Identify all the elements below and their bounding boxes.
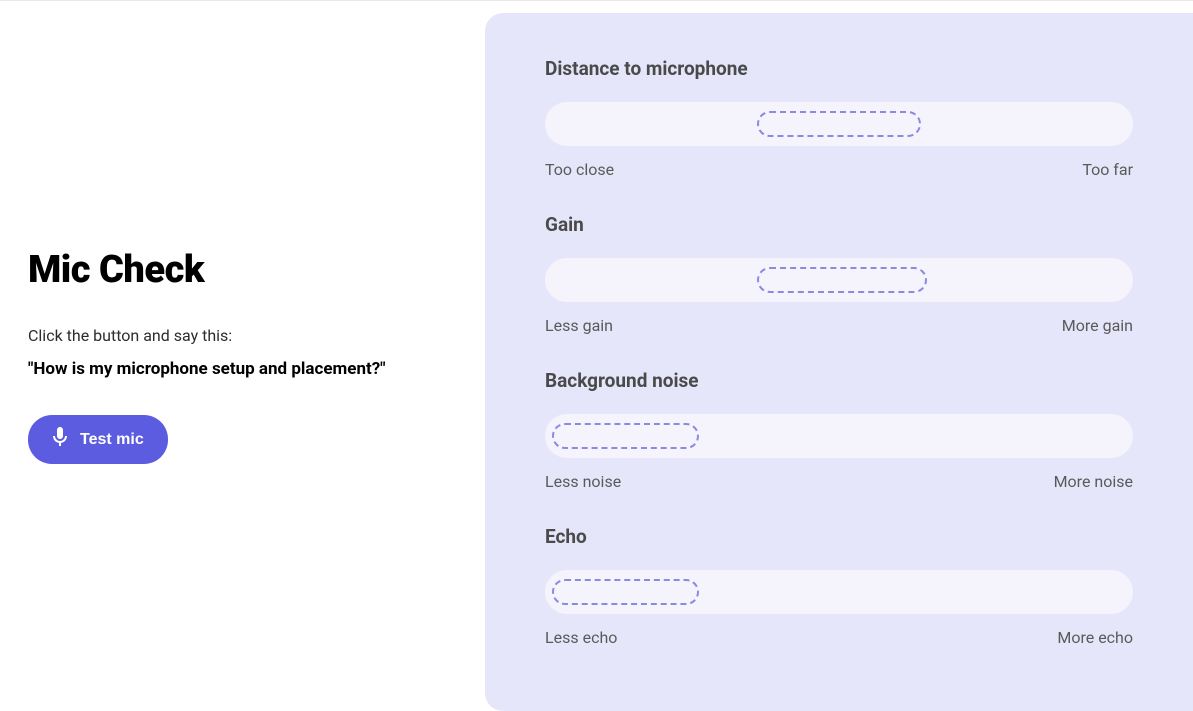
metric-bar (545, 258, 1133, 302)
metric-right-label: More gain (1062, 316, 1133, 335)
instruction-text: Click the button and say this: (28, 326, 457, 345)
metric-labels: Too close Too far (545, 160, 1133, 179)
metric-target-zone (757, 111, 922, 137)
metric-background-noise: Background noise Less noise More noise (545, 369, 1133, 491)
metric-left-label: Less gain (545, 316, 613, 335)
metrics-panel: Distance to microphone Too close Too far… (485, 13, 1193, 711)
metric-gain: Gain Less gain More gain (545, 213, 1133, 335)
metric-distance: Distance to microphone Too close Too far (545, 57, 1133, 179)
metric-right-label: More echo (1057, 628, 1133, 647)
metric-labels: Less gain More gain (545, 316, 1133, 335)
metric-target-zone (552, 579, 699, 605)
metric-right-label: More noise (1054, 472, 1133, 491)
microphone-icon (52, 427, 68, 452)
metric-target-zone (552, 423, 699, 449)
test-mic-button[interactable]: Test mic (28, 415, 168, 464)
metric-echo: Echo Less echo More echo (545, 525, 1133, 647)
metric-title: Background noise (545, 369, 1133, 392)
metric-title: Distance to microphone (545, 57, 1133, 80)
metric-bar (545, 414, 1133, 458)
metric-labels: Less echo More echo (545, 628, 1133, 647)
metric-bar (545, 102, 1133, 146)
metric-right-label: Too far (1082, 160, 1133, 179)
metric-left-label: Too close (545, 160, 614, 179)
test-mic-button-label: Test mic (80, 431, 144, 449)
left-panel: Mic Check Click the button and say this:… (0, 1, 485, 711)
metric-title: Echo (545, 525, 1133, 548)
metric-left-label: Less noise (545, 472, 621, 491)
page-title: Mic Check (28, 248, 457, 292)
metric-title: Gain (545, 213, 1133, 236)
metric-left-label: Less echo (545, 628, 617, 647)
metric-bar (545, 570, 1133, 614)
prompt-text: "How is my microphone setup and placemen… (28, 359, 457, 379)
metric-labels: Less noise More noise (545, 472, 1133, 491)
metric-target-zone (757, 267, 928, 293)
